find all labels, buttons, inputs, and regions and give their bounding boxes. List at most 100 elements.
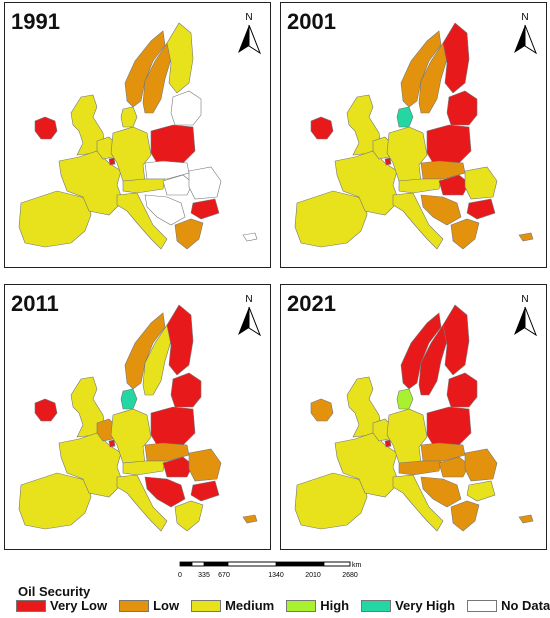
legend-item-low: Low bbox=[119, 598, 179, 613]
region-italy bbox=[392, 474, 444, 532]
region-greece bbox=[174, 500, 204, 532]
region-finland bbox=[442, 304, 470, 376]
region-sweden bbox=[418, 42, 448, 114]
legend-label: Very Low bbox=[50, 598, 108, 613]
region-ireland bbox=[310, 116, 334, 140]
legend-label: Very High bbox=[395, 598, 456, 613]
legend-title: Oil Security bbox=[18, 584, 91, 599]
region-ireland bbox=[310, 398, 334, 422]
region-bulgaria bbox=[466, 198, 496, 220]
scale-tick: 1340 bbox=[268, 572, 284, 579]
panel-year: 2001 bbox=[287, 9, 336, 34]
region-luxembourg bbox=[108, 157, 116, 166]
region-germany bbox=[386, 408, 428, 464]
region-balkans bbox=[420, 194, 462, 226]
region-romania bbox=[188, 166, 222, 200]
region-poland bbox=[150, 406, 196, 446]
region-cyprus bbox=[518, 232, 534, 242]
north-label: N bbox=[245, 12, 252, 23]
region-denmark bbox=[396, 106, 414, 128]
region-germany bbox=[110, 126, 152, 182]
north-label: N bbox=[245, 294, 252, 305]
region-norway bbox=[400, 312, 442, 390]
map-panel-2021: 2021 N bbox=[280, 284, 547, 550]
region-cyprus bbox=[242, 232, 258, 242]
region-iberia bbox=[18, 190, 92, 248]
legend: Very Low Low Medium High Very High No Da… bbox=[16, 598, 550, 613]
panel-year: 1991 bbox=[11, 9, 60, 34]
region-iberia bbox=[294, 190, 368, 248]
legend-label: No Data bbox=[501, 598, 550, 613]
region-balkans bbox=[144, 476, 186, 508]
region-austria bbox=[122, 460, 166, 476]
region-italy bbox=[392, 192, 444, 250]
region-bulgaria bbox=[190, 198, 220, 220]
legend-label: High bbox=[320, 598, 350, 613]
region-sweden bbox=[418, 324, 448, 396]
region-baltics bbox=[446, 90, 478, 126]
region-baltics bbox=[170, 90, 202, 126]
scale-tick: 670 bbox=[218, 572, 230, 579]
region-ireland bbox=[34, 398, 58, 422]
region-ireland bbox=[34, 116, 58, 140]
scale-tick: 2680 bbox=[342, 572, 358, 579]
map-panel-2011: 2011 N bbox=[4, 284, 271, 550]
legend-item-no-data: No Data bbox=[467, 598, 550, 613]
scale-tick: 335 bbox=[198, 572, 210, 579]
region-finland bbox=[166, 304, 194, 376]
region-italy bbox=[116, 192, 168, 250]
north-arrow-icon: N bbox=[238, 12, 262, 55]
region-finland bbox=[166, 22, 194, 94]
legend-item-medium: Medium bbox=[191, 598, 274, 613]
region-sweden bbox=[142, 42, 172, 114]
europe-map bbox=[294, 22, 534, 250]
region-germany bbox=[386, 126, 428, 182]
legend-swatch bbox=[361, 599, 392, 612]
region-luxembourg bbox=[108, 439, 116, 448]
region-luxembourg bbox=[384, 157, 392, 166]
north-arrow-icon: N bbox=[514, 12, 538, 55]
legend-swatch bbox=[119, 599, 150, 612]
region-romania bbox=[464, 166, 498, 200]
region-norway bbox=[124, 312, 166, 390]
region-cyprus bbox=[518, 514, 534, 524]
region-denmark bbox=[120, 106, 138, 128]
legend-label: Low bbox=[153, 598, 180, 613]
scale-tick: 2010 bbox=[305, 572, 321, 579]
region-denmark bbox=[120, 388, 138, 410]
region-greece bbox=[450, 500, 480, 532]
north-arrow-icon: N bbox=[238, 294, 262, 337]
panel-year: 2011 bbox=[11, 291, 59, 316]
region-germany bbox=[110, 408, 152, 464]
region-finland bbox=[442, 22, 470, 94]
region-austria bbox=[398, 178, 442, 194]
region-norway bbox=[400, 30, 442, 108]
region-austria bbox=[398, 460, 442, 476]
region-balkans bbox=[420, 476, 462, 508]
europe-map bbox=[18, 22, 258, 250]
region-balkans bbox=[144, 194, 186, 226]
region-iberia bbox=[294, 472, 368, 530]
legend-swatch bbox=[467, 599, 498, 612]
legend-swatch bbox=[16, 599, 46, 612]
region-luxembourg bbox=[384, 439, 392, 448]
scale-bar: km 0 335 670 1340 2010 2680 bbox=[178, 561, 362, 579]
region-romania bbox=[464, 448, 498, 482]
panel-year: 2021 bbox=[287, 291, 336, 316]
region-iberia bbox=[18, 472, 92, 530]
map-panel-2001: 2001 N bbox=[280, 2, 547, 268]
north-label: N bbox=[521, 294, 528, 305]
legend-item-very-high: Very High bbox=[361, 598, 455, 613]
region-denmark bbox=[396, 388, 414, 410]
map-panel-1991: 1991 N bbox=[4, 2, 271, 268]
europe-map bbox=[18, 304, 258, 532]
scale-tick: 0 bbox=[178, 572, 182, 579]
scale-unit: km bbox=[352, 562, 362, 569]
region-greece bbox=[450, 218, 480, 250]
region-greece bbox=[174, 218, 204, 250]
legend-label: Medium bbox=[225, 598, 275, 613]
region-sweden bbox=[142, 324, 172, 396]
north-arrow-icon: N bbox=[514, 294, 538, 337]
region-bulgaria bbox=[190, 480, 220, 502]
region-romania bbox=[188, 448, 222, 482]
